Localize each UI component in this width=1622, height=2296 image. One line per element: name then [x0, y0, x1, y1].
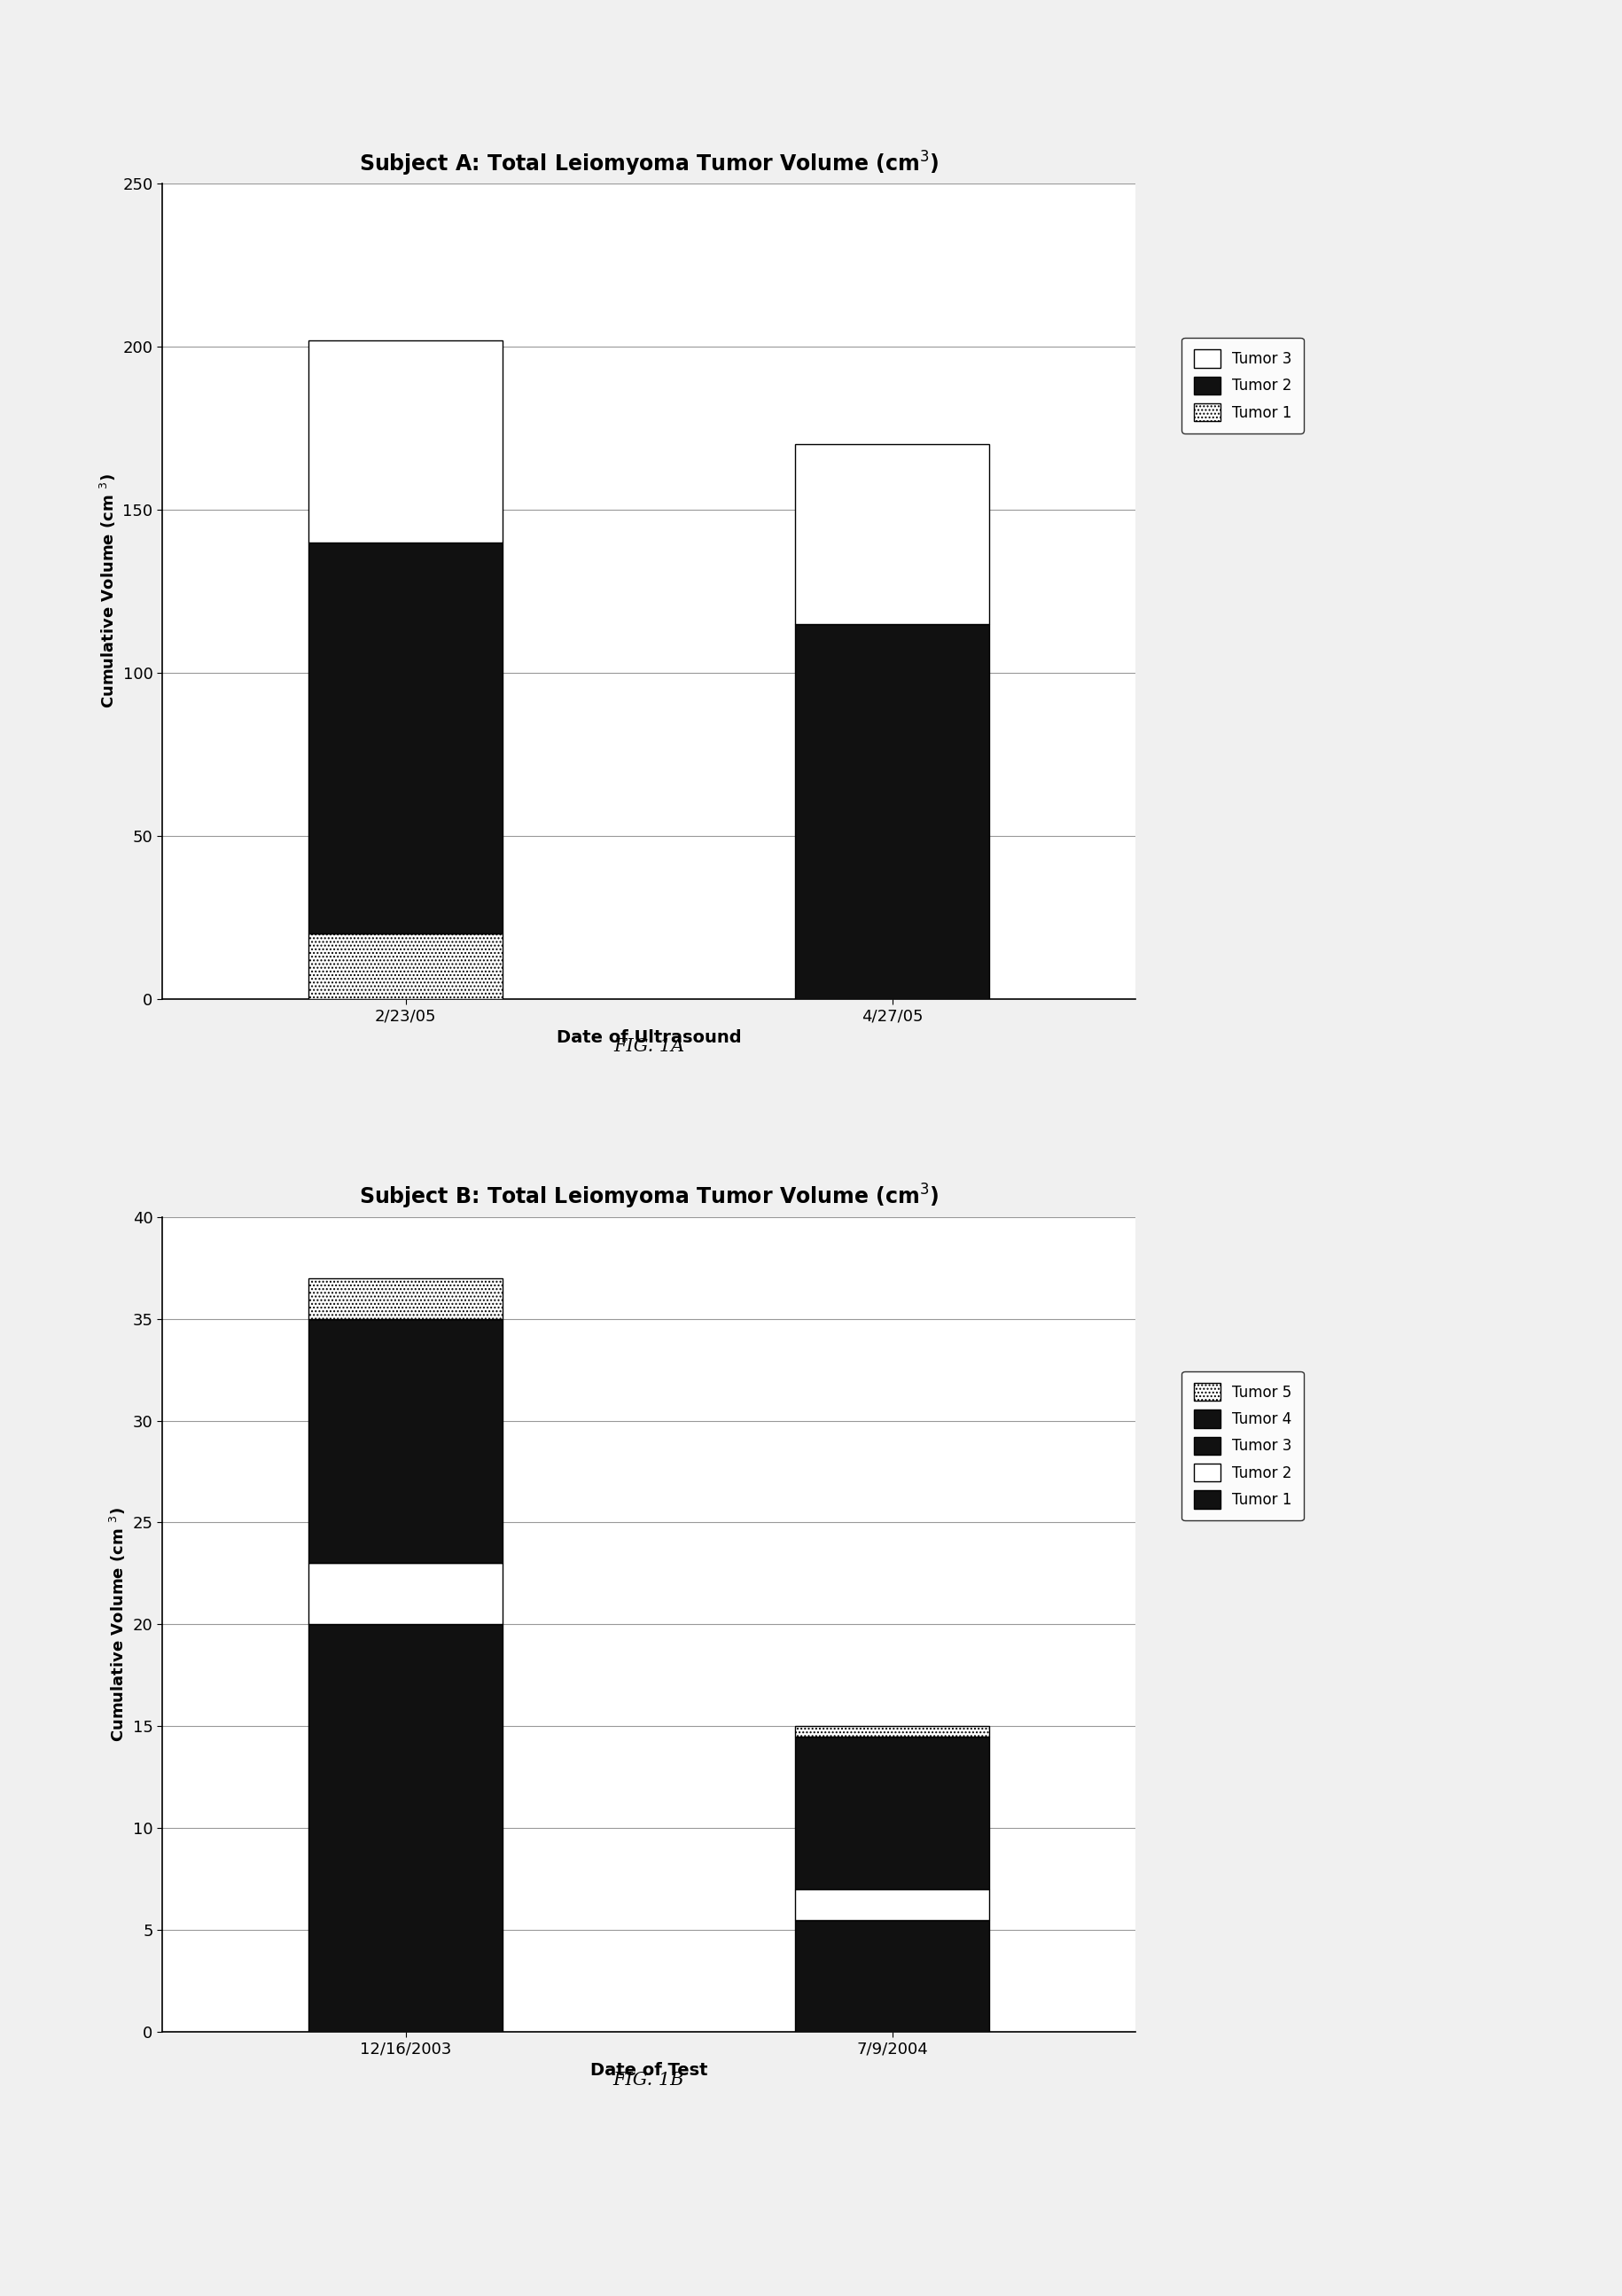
- Bar: [795, 445, 989, 625]
- Bar: [308, 340, 503, 542]
- Bar: [308, 1564, 503, 1626]
- X-axis label: Date of Ultrasound: Date of Ultrasound: [556, 1029, 741, 1045]
- Y-axis label: Cumulative Volume (cm $^3$): Cumulative Volume (cm $^3$): [97, 473, 118, 709]
- Text: FIG. 1A: FIG. 1A: [613, 1038, 684, 1056]
- X-axis label: Date of Test: Date of Test: [590, 2062, 707, 2078]
- Bar: [795, 1919, 989, 2032]
- Bar: [308, 934, 503, 999]
- Bar: [308, 542, 503, 934]
- Bar: [308, 1318, 503, 1564]
- Bar: [795, 1890, 989, 1919]
- Bar: [308, 1626, 503, 2032]
- Legend: Tumor 5, Tumor 4, Tumor 3, Tumor 2, Tumor 1: Tumor 5, Tumor 4, Tumor 3, Tumor 2, Tumo…: [1182, 1371, 1304, 1520]
- Title: Subject B: Total Leiomyoma Tumor Volume (cm$^3$): Subject B: Total Leiomyoma Tumor Volume …: [358, 1182, 939, 1210]
- Bar: [308, 1279, 503, 1318]
- Title: Subject A: Total Leiomyoma Tumor Volume (cm$^3$): Subject A: Total Leiomyoma Tumor Volume …: [358, 149, 939, 177]
- Bar: [795, 625, 989, 999]
- Legend: Tumor 3, Tumor 2, Tumor 1: Tumor 3, Tumor 2, Tumor 1: [1182, 338, 1304, 434]
- Bar: [795, 1727, 989, 1736]
- Bar: [795, 1736, 989, 1890]
- Text: FIG. 1B: FIG. 1B: [613, 2071, 684, 2089]
- Y-axis label: Cumulative Volume (cm $^3$): Cumulative Volume (cm $^3$): [109, 1506, 128, 1743]
